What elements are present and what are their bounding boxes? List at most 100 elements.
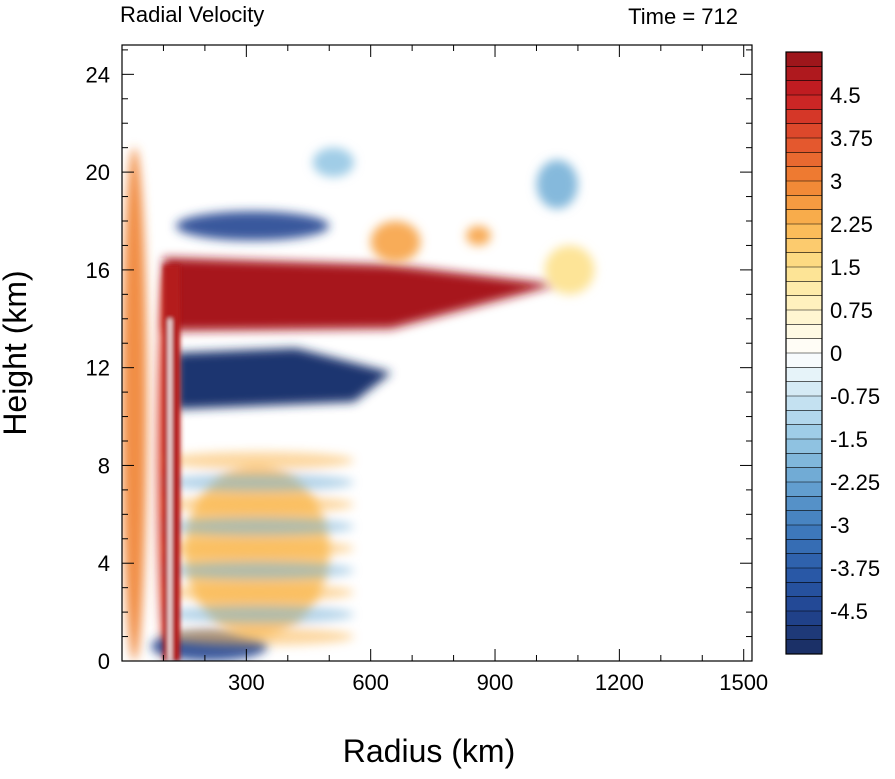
low-level-bands (163, 451, 355, 646)
colorbar-segment (786, 496, 822, 511)
colorbar-segment (786, 138, 822, 153)
colorbar-segment (786, 482, 822, 497)
colorbar-segment (786, 295, 822, 311)
field-patch (163, 605, 355, 624)
field-region (122, 147, 147, 661)
field-patch (175, 348, 392, 410)
y-tick-label: 20 (86, 160, 110, 185)
colorbar-segment (786, 252, 822, 268)
plot-area (121, 44, 753, 662)
field-region (536, 159, 578, 209)
colorbar-label: 2.25 (830, 212, 873, 237)
colorbar-label: -4.5 (830, 599, 868, 624)
field-region (175, 211, 330, 241)
x-tick-label: 300 (228, 670, 265, 695)
field-region (466, 225, 491, 246)
field-patch (163, 495, 355, 514)
x-tick-label: 1500 (719, 670, 768, 695)
colorbar-segment (786, 123, 822, 139)
field-patch (163, 473, 355, 492)
colorbar-frame (785, 51, 823, 655)
colorbar-segment (786, 338, 822, 354)
colorbar-segment (786, 52, 822, 67)
colorbar-segment (786, 353, 822, 368)
colorbar-label: -2.25 (830, 470, 880, 495)
colorbar-segment (786, 525, 822, 540)
colorbar-segment (786, 639, 822, 655)
field-patch (163, 561, 355, 580)
colorbar-segment (786, 453, 822, 468)
plot-frame (121, 44, 753, 662)
colorbar-segment (786, 539, 822, 554)
field-patch (163, 451, 355, 470)
y-tick-label: 24 (86, 62, 110, 87)
chart-time-label: Time = 712 (628, 4, 738, 29)
field-region (312, 147, 355, 177)
field-region (175, 348, 392, 410)
colorbar-segment (786, 95, 822, 110)
field-patch (544, 245, 595, 295)
colorbar-label: -3 (830, 513, 850, 538)
field-region (370, 221, 421, 263)
y-tick-label: 8 (98, 453, 110, 478)
colorbar-segment (786, 396, 822, 411)
colorbar-segment (786, 410, 822, 425)
field-patch (168, 318, 172, 661)
field-patch (312, 147, 355, 177)
colorbar-label: 1.5 (830, 255, 861, 280)
field-patch (175, 211, 330, 241)
colorbar-segment (786, 109, 822, 124)
colorbar-label: -3.75 (830, 556, 880, 581)
field-patch (163, 539, 355, 558)
colorbar-segment (786, 324, 822, 339)
colorbar-segment (786, 224, 822, 239)
colorbar-segment (786, 66, 822, 81)
colorbar-segment (786, 611, 822, 626)
field-region (544, 245, 595, 295)
colorbar-segment (786, 80, 822, 96)
colorbar-segment (786, 596, 822, 612)
y-tick-label: 4 (98, 551, 110, 576)
colorbar-segment (786, 424, 822, 440)
field-patch (536, 159, 578, 209)
colorbar-label: -1.5 (830, 427, 868, 452)
colorbar-label: 4.5 (830, 83, 861, 108)
colorbar: 4.5 3.75 3 2.25 1.5 0.75 0 -0.75 -1.5 -2.25 -3 -3.7… (785, 51, 880, 655)
colorbar-segment (786, 367, 822, 382)
colorbar-segment (786, 267, 822, 282)
colorbar-segment (786, 467, 822, 483)
x-axis-label: Radius (km) (343, 733, 515, 769)
colorbar-segment (786, 568, 822, 583)
colorbar-segment (786, 310, 822, 325)
colorbar-segment (786, 238, 822, 253)
colorbar-segment (786, 281, 822, 296)
colorbar-segment (786, 625, 822, 640)
colorbar-label: 0.75 (830, 298, 873, 323)
x-axis: 300 600 900 1200 1500 (162, 45, 768, 695)
field-patch (163, 517, 355, 536)
field-patch (466, 225, 491, 246)
x-tick-label: 600 (352, 670, 389, 695)
y-tick-label: 0 (98, 649, 110, 674)
field-patch (163, 627, 355, 646)
colorbar-segment (786, 195, 822, 210)
field-patch (370, 221, 421, 263)
y-axis: 0 4 8 12 16 20 24 (86, 49, 752, 674)
eyewall (163, 265, 181, 661)
colorbar-segment (786, 553, 822, 569)
velocity-field (122, 147, 595, 661)
chart-title: Radial Velocity (120, 2, 264, 27)
y-tick-label: 12 (86, 356, 110, 381)
colorbar-label: 3 (830, 169, 842, 194)
colorbar-segment (786, 510, 822, 526)
y-axis-label: Height (km) (0, 270, 33, 435)
colorbar-segment (786, 209, 822, 225)
x-tick-label: 900 (477, 670, 514, 695)
colorbar-label: -0.75 (830, 384, 880, 409)
colorbar-label: 3.75 (830, 126, 873, 151)
colorbar-segment (786, 152, 822, 167)
x-tick-label: 1200 (595, 670, 644, 695)
field-patch (122, 147, 147, 661)
